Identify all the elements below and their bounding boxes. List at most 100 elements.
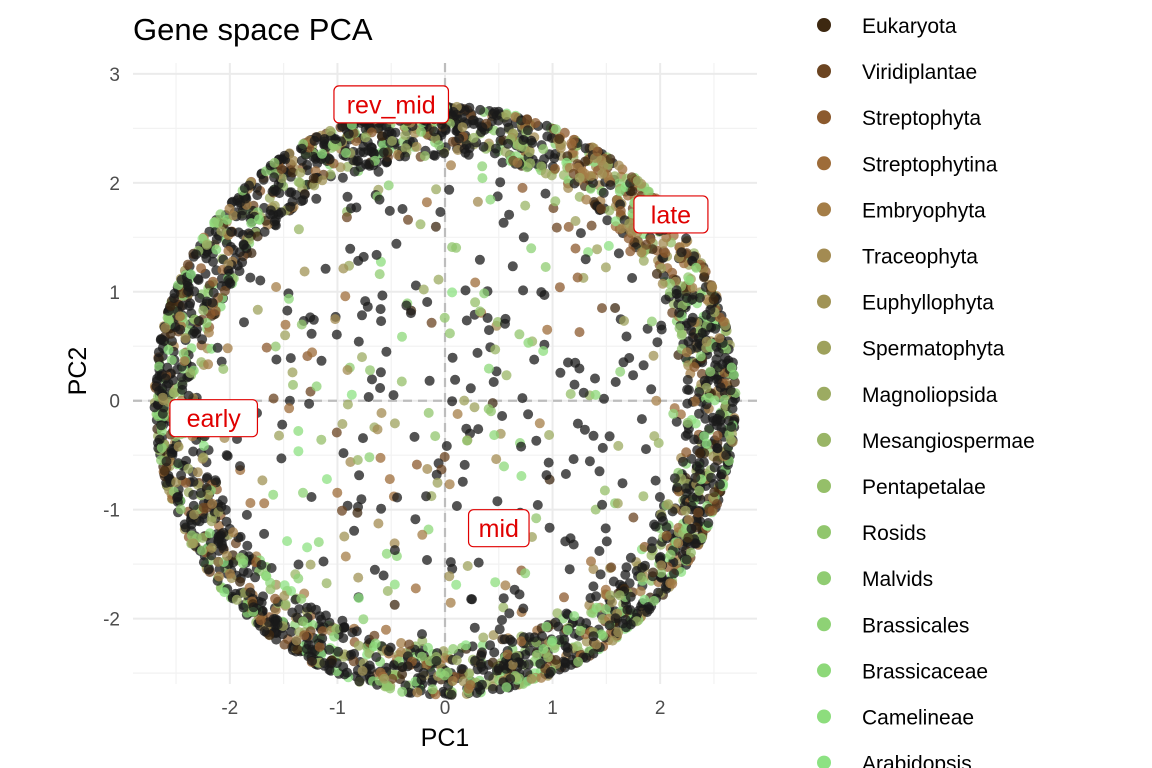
data-point [445, 597, 456, 608]
data-point [356, 494, 367, 505]
data-point [538, 144, 549, 154]
data-point [590, 389, 601, 400]
data-point [189, 509, 200, 520]
data-point [342, 365, 353, 375]
data-point [271, 185, 281, 196]
annotation-label: rev_mid [347, 91, 436, 119]
data-point [681, 554, 692, 565]
data-point [523, 409, 534, 420]
data-point [694, 292, 705, 303]
data-point [655, 552, 666, 562]
data-point [374, 269, 385, 280]
data-point [378, 570, 389, 581]
data-point [590, 373, 600, 384]
data-point [657, 278, 668, 289]
data-point [416, 651, 427, 662]
data-point [600, 523, 611, 534]
data-point [396, 376, 407, 387]
data-point [621, 562, 632, 573]
data-point [167, 336, 177, 347]
data-point [282, 305, 293, 316]
data-point [345, 243, 356, 254]
data-point [324, 644, 335, 655]
data-point [337, 121, 348, 132]
data-point [313, 537, 324, 548]
data-point [188, 446, 199, 457]
data-point [663, 499, 674, 510]
data-point [384, 474, 395, 485]
data-point [591, 602, 602, 613]
data-point [654, 492, 665, 502]
data-point [165, 301, 176, 311]
data-point [532, 500, 543, 510]
legend-swatch [817, 386, 831, 401]
data-point [715, 471, 726, 482]
data-point [258, 174, 269, 185]
data-point [284, 403, 295, 414]
data-point [474, 306, 485, 317]
data-point [520, 568, 531, 579]
data-point [233, 227, 244, 238]
data-point [596, 629, 607, 640]
data-point [638, 491, 649, 502]
data-point [198, 557, 209, 568]
data-point [681, 447, 692, 458]
data-point [421, 491, 432, 502]
data-point [272, 619, 283, 630]
data-point [451, 655, 462, 666]
data-point [193, 275, 204, 285]
data-point [306, 492, 317, 502]
data-point [422, 555, 432, 565]
data-point [193, 316, 204, 326]
y-tick-label: 2 [109, 174, 120, 195]
data-point [651, 395, 662, 406]
data-point [340, 291, 351, 302]
data-point [667, 307, 678, 318]
data-point [610, 303, 621, 313]
data-point [319, 658, 330, 669]
data-point [191, 249, 201, 260]
data-point [204, 528, 215, 539]
data-point [231, 594, 242, 605]
annotation-box [333, 85, 450, 124]
data-point [307, 655, 318, 666]
data-point [610, 216, 621, 227]
data-point [708, 294, 719, 305]
data-point [682, 398, 693, 409]
data-point [181, 455, 192, 466]
data-point [541, 120, 552, 131]
data-point [430, 431, 441, 442]
data-point [465, 680, 476, 690]
data-point [673, 538, 684, 549]
data-point [682, 374, 693, 385]
data-point [364, 452, 375, 463]
data-point [518, 232, 529, 243]
data-point [460, 640, 471, 651]
data-point [652, 337, 663, 348]
data-point [269, 157, 280, 168]
data-point [671, 289, 682, 299]
data-point [477, 161, 488, 172]
data-point [562, 625, 573, 636]
data-point [483, 671, 494, 682]
data-point [223, 265, 234, 276]
data-point [596, 203, 607, 214]
data-point [658, 238, 669, 249]
data-point [479, 288, 490, 299]
data-point [381, 346, 392, 357]
data-point [261, 571, 272, 582]
data-point [287, 607, 298, 618]
data-point [541, 621, 552, 632]
data-point [695, 351, 706, 362]
data-point [686, 325, 697, 336]
data-point [331, 329, 342, 340]
legend-label: Arabidopsis [862, 753, 972, 768]
data-point [343, 128, 354, 139]
data-point [531, 649, 542, 660]
data-point [266, 563, 277, 573]
data-point [543, 457, 554, 468]
data-point [650, 475, 661, 486]
legend-label: Brassicales [862, 614, 969, 637]
data-point [175, 324, 186, 335]
